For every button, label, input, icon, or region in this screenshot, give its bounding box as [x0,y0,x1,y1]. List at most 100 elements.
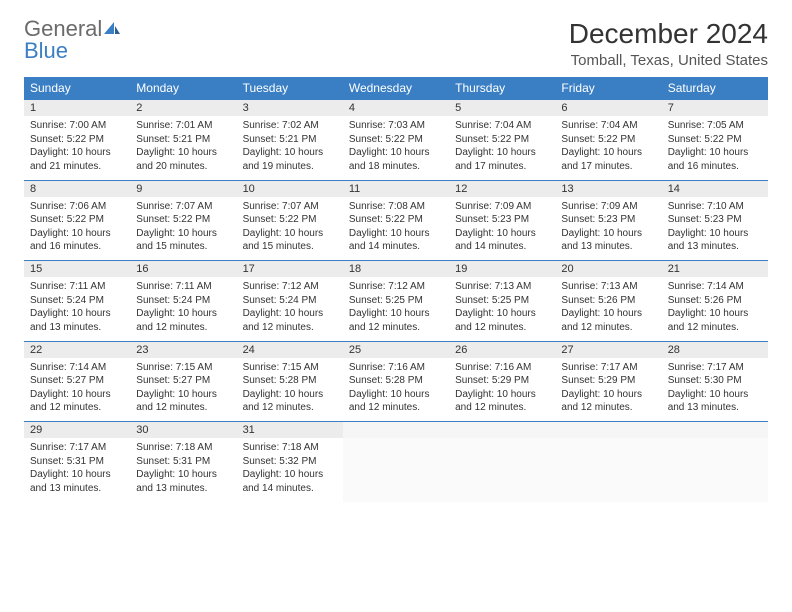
day-number-cell: 4 [343,100,449,117]
daynum-row: 22232425262728 [24,341,768,358]
day-content-cell: Sunrise: 7:15 AMSunset: 5:27 PMDaylight:… [130,358,236,422]
day-content-cell [555,438,661,502]
day-content-cell: Sunrise: 7:07 AMSunset: 5:22 PMDaylight:… [130,197,236,261]
day-number-cell [662,422,768,439]
day-content-cell: Sunrise: 7:14 AMSunset: 5:26 PMDaylight:… [662,277,768,341]
sunrise-line: Sunrise: 7:02 AM [243,119,337,133]
sunset-line: Sunset: 5:22 PM [668,133,762,147]
sunrise-line: Sunrise: 7:13 AM [561,280,655,294]
day-content-cell [449,438,555,502]
day-number-cell: 25 [343,341,449,358]
day-number-cell: 24 [237,341,343,358]
logo: General Blue [24,18,122,62]
sunset-line: Sunset: 5:22 PM [455,133,549,147]
day-content-cell: Sunrise: 7:08 AMSunset: 5:22 PMDaylight:… [343,197,449,261]
day-content-cell: Sunrise: 7:13 AMSunset: 5:26 PMDaylight:… [555,277,661,341]
day-number-cell: 19 [449,261,555,278]
sunrise-line: Sunrise: 7:18 AM [136,441,230,455]
day-number-cell [555,422,661,439]
logo-sail-icon [102,18,122,40]
day-content-cell: Sunrise: 7:17 AMSunset: 5:29 PMDaylight:… [555,358,661,422]
sunset-line: Sunset: 5:21 PM [243,133,337,147]
weekday-header: Monday [130,77,236,100]
daylight-line: Daylight: 10 hours and 16 minutes. [668,146,762,173]
day-number-cell: 13 [555,180,661,197]
sunrise-line: Sunrise: 7:04 AM [455,119,549,133]
day-number-cell: 29 [24,422,130,439]
day-content-cell: Sunrise: 7:07 AMSunset: 5:22 PMDaylight:… [237,197,343,261]
sunrise-line: Sunrise: 7:06 AM [30,200,124,214]
sunrise-line: Sunrise: 7:17 AM [668,361,762,375]
content-row: Sunrise: 7:00 AMSunset: 5:22 PMDaylight:… [24,116,768,180]
daylight-line: Daylight: 10 hours and 14 minutes. [455,227,549,254]
sunrise-line: Sunrise: 7:16 AM [349,361,443,375]
title-block: December 2024 Tomball, Texas, United Sta… [569,18,768,69]
daylight-line: Daylight: 10 hours and 13 minutes. [668,388,762,415]
daylight-line: Daylight: 10 hours and 20 minutes. [136,146,230,173]
sunrise-line: Sunrise: 7:14 AM [30,361,124,375]
day-number-cell: 14 [662,180,768,197]
day-number-cell: 17 [237,261,343,278]
day-content-cell: Sunrise: 7:15 AMSunset: 5:28 PMDaylight:… [237,358,343,422]
daylight-line: Daylight: 10 hours and 12 minutes. [243,307,337,334]
daylight-line: Daylight: 10 hours and 18 minutes. [349,146,443,173]
day-content-cell: Sunrise: 7:10 AMSunset: 5:23 PMDaylight:… [662,197,768,261]
sunrise-line: Sunrise: 7:09 AM [561,200,655,214]
sunset-line: Sunset: 5:27 PM [136,374,230,388]
location: Tomball, Texas, United States [569,52,768,69]
sunset-line: Sunset: 5:31 PM [136,455,230,469]
daylight-line: Daylight: 10 hours and 17 minutes. [561,146,655,173]
day-content-cell: Sunrise: 7:04 AMSunset: 5:22 PMDaylight:… [449,116,555,180]
sunrise-line: Sunrise: 7:16 AM [455,361,549,375]
content-row: Sunrise: 7:14 AMSunset: 5:27 PMDaylight:… [24,358,768,422]
weekday-header: Thursday [449,77,555,100]
daylight-line: Daylight: 10 hours and 15 minutes. [243,227,337,254]
sunrise-line: Sunrise: 7:13 AM [455,280,549,294]
sunrise-line: Sunrise: 7:09 AM [455,200,549,214]
day-number-cell: 21 [662,261,768,278]
day-number-cell: 3 [237,100,343,117]
day-number-cell: 10 [237,180,343,197]
daylight-line: Daylight: 10 hours and 17 minutes. [455,146,549,173]
daylight-line: Daylight: 10 hours and 12 minutes. [561,388,655,415]
day-number-cell [343,422,449,439]
day-number-cell: 9 [130,180,236,197]
day-number-cell: 18 [343,261,449,278]
daylight-line: Daylight: 10 hours and 13 minutes. [30,307,124,334]
sunrise-line: Sunrise: 7:07 AM [136,200,230,214]
sunset-line: Sunset: 5:26 PM [668,294,762,308]
daylight-line: Daylight: 10 hours and 12 minutes. [136,388,230,415]
sunset-line: Sunset: 5:24 PM [136,294,230,308]
sunset-line: Sunset: 5:23 PM [668,213,762,227]
content-row: Sunrise: 7:06 AMSunset: 5:22 PMDaylight:… [24,197,768,261]
daynum-row: 15161718192021 [24,261,768,278]
sunset-line: Sunset: 5:21 PM [136,133,230,147]
daylight-line: Daylight: 10 hours and 15 minutes. [136,227,230,254]
day-number-cell: 28 [662,341,768,358]
sunrise-line: Sunrise: 7:17 AM [561,361,655,375]
sunset-line: Sunset: 5:23 PM [561,213,655,227]
daylight-line: Daylight: 10 hours and 13 minutes. [561,227,655,254]
day-number-cell: 22 [24,341,130,358]
sunrise-line: Sunrise: 7:07 AM [243,200,337,214]
day-content-cell: Sunrise: 7:09 AMSunset: 5:23 PMDaylight:… [555,197,661,261]
day-number-cell: 6 [555,100,661,117]
sunrise-line: Sunrise: 7:01 AM [136,119,230,133]
day-content-cell: Sunrise: 7:18 AMSunset: 5:31 PMDaylight:… [130,438,236,502]
daynum-row: 293031 [24,422,768,439]
day-number-cell: 12 [449,180,555,197]
sunset-line: Sunset: 5:25 PM [349,294,443,308]
calendar-table: Sunday Monday Tuesday Wednesday Thursday… [24,77,768,502]
sunset-line: Sunset: 5:25 PM [455,294,549,308]
sunrise-line: Sunrise: 7:12 AM [243,280,337,294]
calendar-body: 1234567Sunrise: 7:00 AMSunset: 5:22 PMDa… [24,100,768,503]
weekday-header: Saturday [662,77,768,100]
day-content-cell: Sunrise: 7:04 AMSunset: 5:22 PMDaylight:… [555,116,661,180]
daylight-line: Daylight: 10 hours and 19 minutes. [243,146,337,173]
sunset-line: Sunset: 5:22 PM [243,213,337,227]
sunset-line: Sunset: 5:29 PM [561,374,655,388]
day-number-cell: 2 [130,100,236,117]
weekday-header: Friday [555,77,661,100]
sunset-line: Sunset: 5:28 PM [349,374,443,388]
daylight-line: Daylight: 10 hours and 14 minutes. [243,468,337,495]
